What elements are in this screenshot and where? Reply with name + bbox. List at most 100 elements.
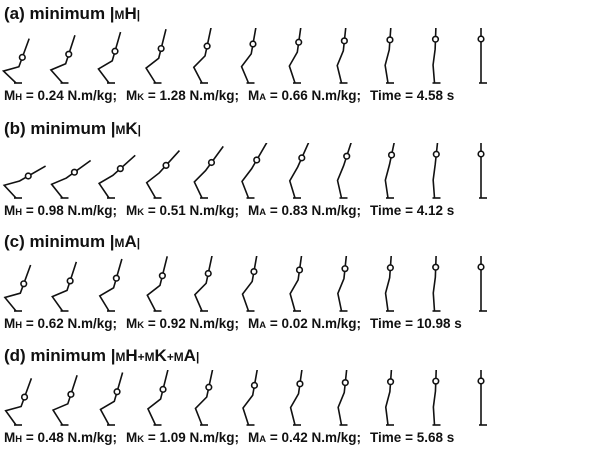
- stick-figures: [2, 143, 487, 199]
- leg: [145, 150, 181, 199]
- moment-value: = 1.28 N.m/kg;: [147, 88, 240, 103]
- moment-subscript: K: [137, 207, 145, 218]
- joint: [116, 165, 124, 173]
- stick-figure: [240, 28, 257, 84]
- time-value: Time = 10.98 s: [370, 316, 462, 331]
- leg: [146, 256, 169, 312]
- stick-figure: [3, 264, 32, 312]
- stick-figure: [337, 256, 349, 312]
- leg: [4, 378, 33, 426]
- stick-figure: [145, 28, 167, 84]
- joint: [249, 40, 257, 48]
- stick-figure: [242, 370, 259, 426]
- moment-symbol: M: [248, 316, 260, 331]
- joint: [477, 377, 485, 385]
- stick-figure: [97, 31, 122, 84]
- panel-title: (d) minimum |MH+MK+MA|: [4, 346, 199, 366]
- leg: [432, 143, 439, 199]
- joint: [113, 388, 121, 396]
- stick-figure: [241, 256, 258, 312]
- joint: [20, 393, 29, 401]
- joint: [341, 265, 349, 273]
- joint: [158, 272, 166, 280]
- stick-figure: [193, 256, 213, 312]
- subscript: M: [114, 236, 125, 250]
- panel-title: (a) minimum |MH|: [4, 4, 140, 24]
- moment-symbol: M: [4, 316, 16, 331]
- moment-symbol: M: [126, 88, 138, 103]
- title-text: (a) minimum |: [4, 4, 115, 23]
- leg: [99, 372, 124, 426]
- stick-figure: [145, 150, 181, 199]
- joint: [298, 154, 306, 162]
- joint: [340, 37, 348, 45]
- joint: [207, 158, 216, 167]
- moment-subscript: H: [15, 207, 23, 218]
- stick-figure: [194, 370, 214, 426]
- stick-figure: [50, 159, 92, 199]
- stick-figures: [1, 28, 487, 84]
- stick-figure: [4, 378, 33, 426]
- moment-symbol: M: [4, 430, 16, 445]
- stick-figures: [4, 370, 487, 426]
- stick-figure: [146, 256, 169, 312]
- joint: [296, 380, 304, 388]
- joint: [159, 385, 167, 393]
- stick-figure: [289, 256, 304, 312]
- moment-subscript: H: [15, 434, 23, 445]
- joint: [18, 53, 26, 61]
- leg: [337, 370, 348, 426]
- leg: [337, 256, 348, 312]
- joint: [386, 36, 394, 44]
- leg: [289, 370, 303, 426]
- moment-value: = 0.98 N.m/kg;: [25, 203, 118, 218]
- joint: [477, 35, 485, 43]
- stats-line: MH = 0.98 N.m/kg; MK = 0.51 N.m/kg; MA = 0…: [4, 203, 454, 218]
- leg: [288, 143, 310, 199]
- moment-subscript: A: [259, 434, 267, 445]
- leg: [49, 34, 76, 84]
- moment-value: = 0.51 N.m/kg;: [147, 203, 240, 218]
- stick-figure: [146, 370, 169, 426]
- leg: [242, 370, 258, 426]
- joint: [432, 150, 440, 158]
- moment-subscript: H: [15, 92, 23, 103]
- leg: [98, 258, 123, 312]
- joint: [432, 377, 440, 385]
- subscript: |: [136, 236, 141, 250]
- joint: [386, 378, 395, 386]
- stick-figure: [97, 154, 136, 199]
- joint: [343, 152, 351, 160]
- moment-subscript: K: [137, 92, 145, 103]
- leg: [384, 256, 392, 312]
- stick-figure: [384, 256, 394, 312]
- leg: [192, 28, 212, 84]
- leg: [241, 143, 268, 199]
- moment-subscript: A: [259, 320, 267, 331]
- joint: [112, 274, 120, 282]
- joint: [341, 379, 349, 387]
- joint: [477, 263, 485, 271]
- time-value: Time = 5.68 s: [370, 430, 455, 445]
- leg: [193, 256, 213, 312]
- stick-figure: [477, 143, 487, 199]
- stick-figure: [288, 28, 303, 84]
- panel: (a) minimum |MH| MH = 0.24 N.m/kg; MK = 1.…: [0, 0, 600, 114]
- title-text: A: [124, 232, 137, 251]
- moment-subscript: K: [137, 320, 145, 331]
- stick-figure: [1, 38, 30, 84]
- moment-value: = 0.24 N.m/kg;: [25, 88, 118, 103]
- subscript: M: [115, 350, 126, 364]
- stick-figure: [49, 34, 76, 84]
- panel-title: (c) minimum |MA|: [4, 232, 140, 252]
- leg: [384, 143, 395, 199]
- leg: [97, 154, 136, 199]
- joint: [204, 269, 212, 278]
- moment-value: = 0.83 N.m/kg;: [269, 203, 362, 218]
- joint: [477, 150, 485, 158]
- time-value: Time = 4.12 s: [370, 203, 455, 218]
- stick-figure: [193, 145, 224, 199]
- stick-figure: [289, 370, 304, 426]
- stick-figure: [288, 143, 310, 199]
